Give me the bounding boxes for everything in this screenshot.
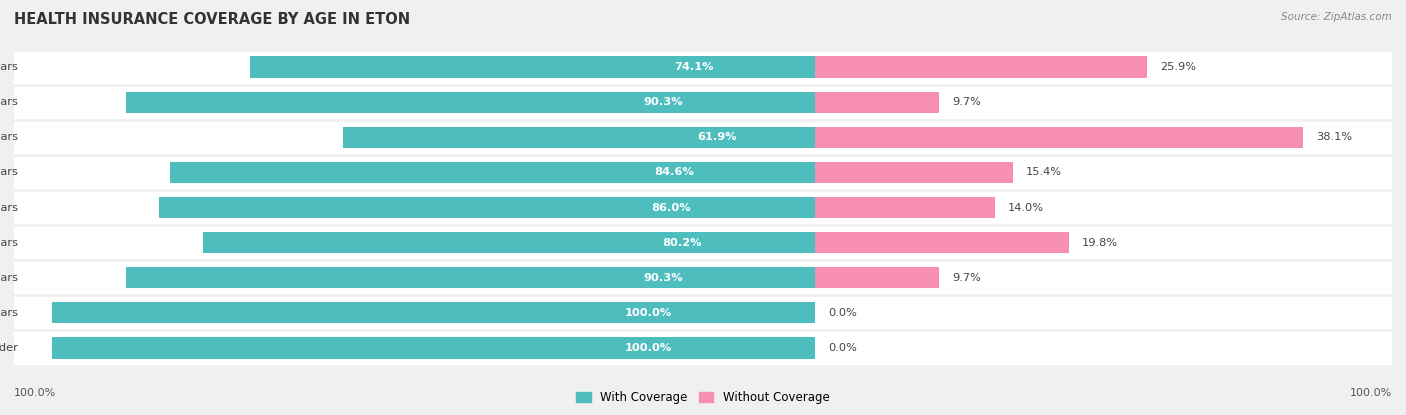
Bar xyxy=(0,155,1406,190)
Bar xyxy=(0,50,1406,85)
Bar xyxy=(815,127,1303,148)
Text: 9.7%: 9.7% xyxy=(952,273,981,283)
Text: 100.0%: 100.0% xyxy=(624,308,672,317)
Bar xyxy=(0,330,1406,365)
Text: 100.0%: 100.0% xyxy=(14,388,56,398)
Bar xyxy=(0,330,1406,365)
Bar xyxy=(0,120,1406,155)
Text: 74.1%: 74.1% xyxy=(673,62,713,72)
Bar xyxy=(0,190,1406,225)
Text: 26 to 34 Years: 26 to 34 Years xyxy=(0,168,18,178)
Bar xyxy=(204,232,815,254)
Bar xyxy=(0,260,1406,295)
Bar xyxy=(815,197,994,218)
Bar xyxy=(0,295,1406,330)
Bar xyxy=(815,91,939,113)
Bar xyxy=(52,302,815,324)
Text: 0.0%: 0.0% xyxy=(828,308,856,317)
Text: 90.3%: 90.3% xyxy=(643,273,682,283)
Bar xyxy=(0,155,1406,190)
Bar xyxy=(250,56,815,78)
Text: 19 to 25 Years: 19 to 25 Years xyxy=(0,132,18,142)
Text: 6 to 18 Years: 6 to 18 Years xyxy=(0,98,18,107)
Bar xyxy=(0,120,1406,155)
Bar xyxy=(0,225,1406,260)
Bar xyxy=(815,56,1147,78)
Text: 9.7%: 9.7% xyxy=(952,98,981,107)
Text: 84.6%: 84.6% xyxy=(654,168,693,178)
Bar xyxy=(0,225,1406,260)
Text: 25.9%: 25.9% xyxy=(1160,62,1197,72)
Bar xyxy=(815,267,939,288)
Text: 38.1%: 38.1% xyxy=(1316,132,1353,142)
Text: Source: ZipAtlas.com: Source: ZipAtlas.com xyxy=(1281,12,1392,22)
Bar xyxy=(0,50,1406,85)
Bar xyxy=(0,295,1406,330)
Bar xyxy=(170,161,815,183)
Bar xyxy=(815,232,1069,254)
Text: 100.0%: 100.0% xyxy=(1350,388,1392,398)
Bar xyxy=(127,267,815,288)
Text: 14.0%: 14.0% xyxy=(1008,203,1043,212)
Text: 75 Years and older: 75 Years and older xyxy=(0,343,18,353)
Text: 80.2%: 80.2% xyxy=(662,237,702,247)
Bar xyxy=(343,127,815,148)
Text: 45 to 54 Years: 45 to 54 Years xyxy=(0,237,18,247)
Text: 19.8%: 19.8% xyxy=(1081,237,1118,247)
Bar xyxy=(0,190,1406,225)
Bar xyxy=(815,161,1012,183)
Text: 0.0%: 0.0% xyxy=(828,343,856,353)
Text: 61.9%: 61.9% xyxy=(697,132,737,142)
Bar xyxy=(159,197,815,218)
Text: HEALTH INSURANCE COVERAGE BY AGE IN ETON: HEALTH INSURANCE COVERAGE BY AGE IN ETON xyxy=(14,12,411,27)
Text: Under 6 Years: Under 6 Years xyxy=(0,62,18,72)
Text: 35 to 44 Years: 35 to 44 Years xyxy=(0,203,18,212)
Text: 100.0%: 100.0% xyxy=(624,343,672,353)
Text: 90.3%: 90.3% xyxy=(643,98,682,107)
Text: 55 to 64 Years: 55 to 64 Years xyxy=(0,273,18,283)
Text: 86.0%: 86.0% xyxy=(651,203,690,212)
Legend: With Coverage, Without Coverage: With Coverage, Without Coverage xyxy=(572,387,834,409)
Bar xyxy=(0,260,1406,295)
Text: 65 to 74 Years: 65 to 74 Years xyxy=(0,308,18,317)
Bar xyxy=(0,85,1406,120)
Bar xyxy=(0,85,1406,120)
Bar xyxy=(52,337,815,359)
Text: 15.4%: 15.4% xyxy=(1025,168,1062,178)
Bar xyxy=(127,91,815,113)
